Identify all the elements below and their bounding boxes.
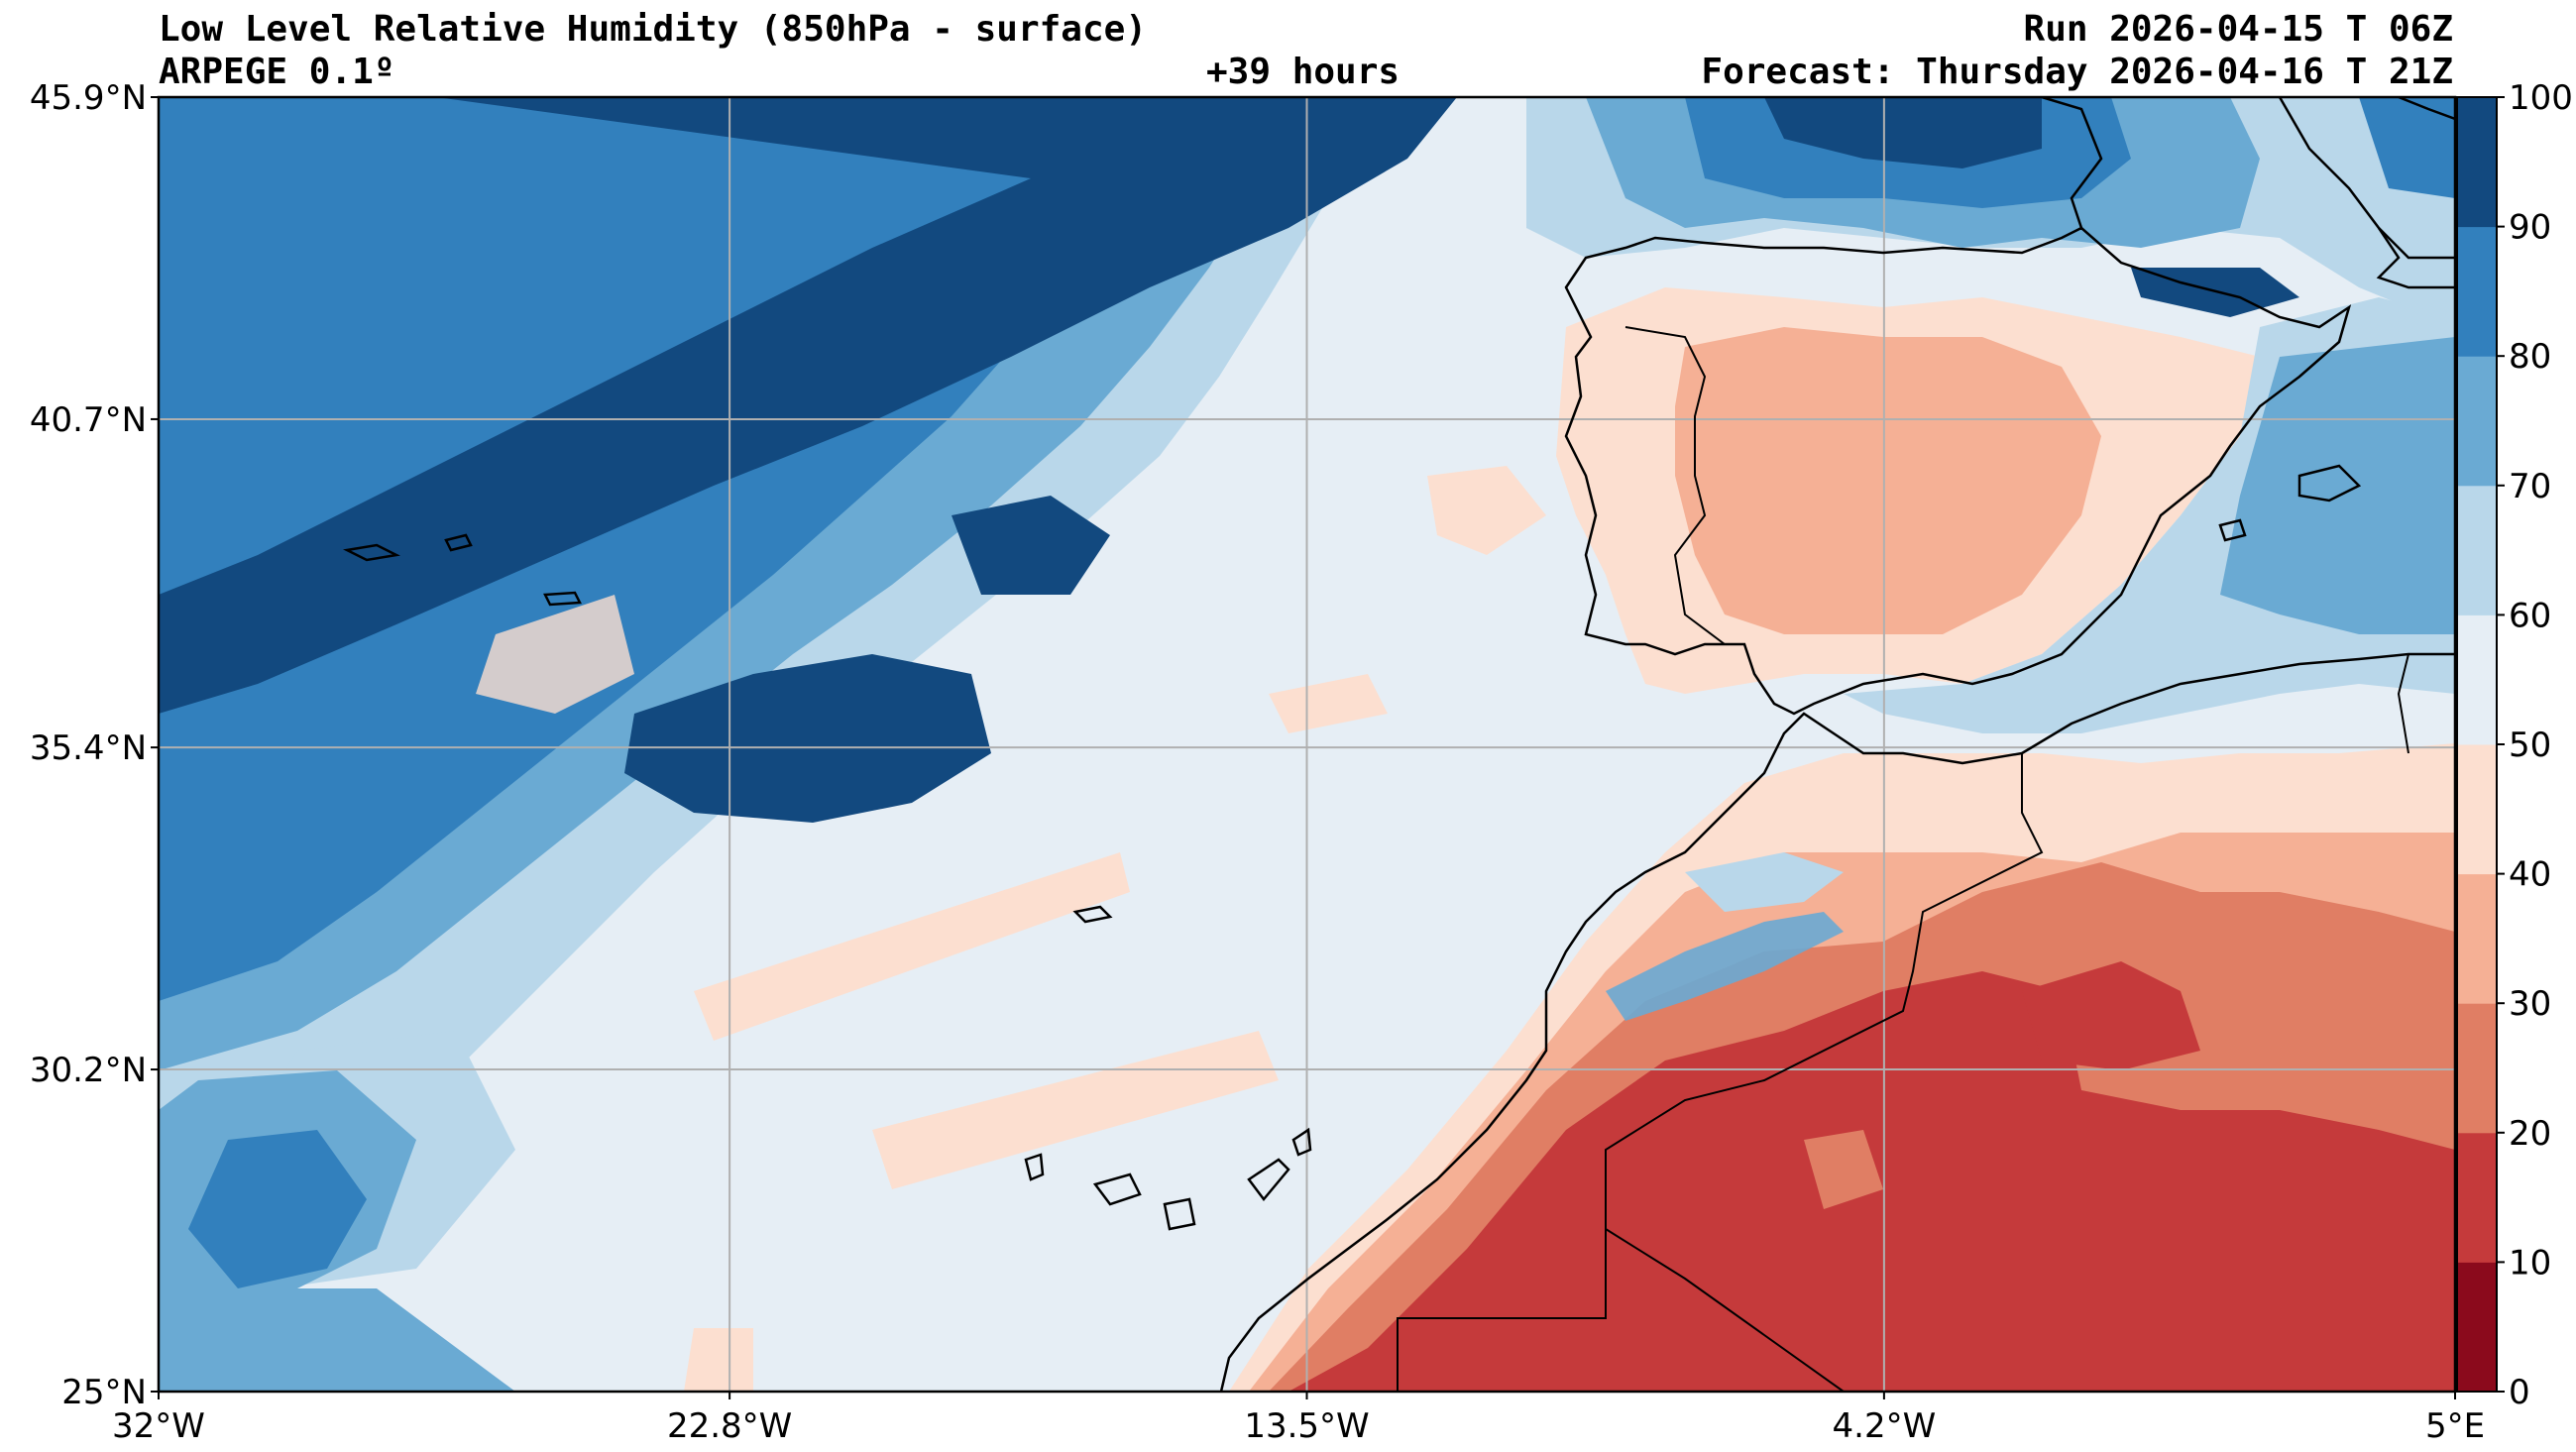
colorbar-bin — [2457, 873, 2497, 1004]
colorbar-bin — [2457, 1262, 2497, 1393]
azores-islands-2 — [444, 533, 473, 552]
colorbar-tick-label: 70 — [2509, 467, 2551, 506]
gridlines — [159, 97, 2455, 1392]
borders — [1397, 326, 2409, 1392]
portugal-spain-border — [1624, 326, 1726, 645]
canary-islands-4 — [1247, 1158, 1290, 1202]
colorbar-bin — [2457, 97, 2497, 228]
lon-tick-label: 32°W — [112, 1406, 205, 1446]
iberia-coastline — [1564, 226, 2352, 716]
algeria-tunisia-border — [2397, 653, 2409, 754]
mallorca-island — [2297, 464, 2362, 503]
western-sahara-border — [1397, 1150, 1845, 1392]
colorbar-tick-label: 40 — [2509, 855, 2551, 895]
colorbar-bin — [2457, 614, 2497, 745]
humidity-field-atlantic — [159, 97, 1546, 1392]
ibiza-island — [2218, 518, 2247, 542]
lat-tick-label: 45.9°N — [30, 78, 147, 118]
humidity-field-iberia — [1556, 287, 2455, 733]
coastlines — [343, 97, 2455, 1392]
lon-tick-label: 5°E — [2425, 1406, 2485, 1446]
italy-coastline — [2378, 97, 2455, 260]
colorbar-tick-label: 30 — [2509, 984, 2551, 1024]
colorbar-tick-label: 10 — [2509, 1243, 2551, 1283]
france-coastline — [2041, 97, 2455, 289]
colorbar-bin — [2457, 485, 2497, 615]
latitude-axis: 45.9°N 40.7°N 35.4°N 30.2°N 25°N — [30, 78, 159, 1412]
canary-islands-2 — [1092, 1173, 1142, 1206]
lon-tick-label: 13.5°W — [1244, 1406, 1369, 1446]
forecast-hour: +39 hours — [1206, 52, 1400, 92]
colorbar-tick-label: 90 — [2509, 208, 2551, 248]
africa-coastline — [1219, 652, 2455, 1392]
colorbar-tick-label: 0 — [2509, 1373, 2530, 1412]
colorbar-tick-label: 50 — [2509, 726, 2551, 765]
morocco-algeria-border — [1605, 753, 2044, 1229]
run-time: Run 2026-04-15 T 06Z — [2023, 9, 2453, 50]
colorbar-tick-label: 60 — [2509, 596, 2551, 635]
lat-tick-label: 40.7°N — [30, 400, 147, 440]
colorbar-bin — [2457, 744, 2497, 875]
humidity-field-africa — [1229, 743, 2455, 1392]
map-title: Low Level Relative Humidity (850hPa - su… — [159, 9, 1147, 50]
canary-islands-1 — [1024, 1153, 1045, 1181]
model-name: ARPEGE 0.1º — [159, 52, 395, 92]
colorbar-bin — [2457, 1003, 2497, 1134]
madeira-island — [1072, 905, 1113, 924]
colorbar-tick-label: 80 — [2509, 337, 2551, 377]
lon-tick-label: 4.2°W — [1833, 1406, 1937, 1446]
colorbar-tick-label: 100 — [2509, 78, 2573, 118]
lat-tick-label: 35.4°N — [30, 728, 147, 768]
colorbar-bin — [2457, 226, 2497, 357]
canary-islands-3 — [1163, 1197, 1196, 1231]
lon-tick-label: 22.8°W — [667, 1406, 792, 1446]
longitude-axis: 32°W 22.8°W 13.5°W 4.2°W 5°E — [112, 1392, 2485, 1446]
map-area — [159, 97, 2455, 1392]
forecast-time: Forecast: Thursday 2026-04-16 T 21Z — [1701, 52, 2453, 92]
canary-islands-5 — [1291, 1127, 1312, 1157]
azores-islands-3 — [543, 591, 582, 607]
lat-tick-label: 30.2°N — [30, 1051, 147, 1090]
colorbar-bin — [2457, 356, 2497, 487]
lat-tick-label: 25°N — [61, 1373, 147, 1412]
colorbar-bin — [2457, 1132, 2497, 1263]
azores-islands-1 — [343, 543, 400, 562]
colorbar-tick-label: 20 — [2509, 1114, 2551, 1154]
